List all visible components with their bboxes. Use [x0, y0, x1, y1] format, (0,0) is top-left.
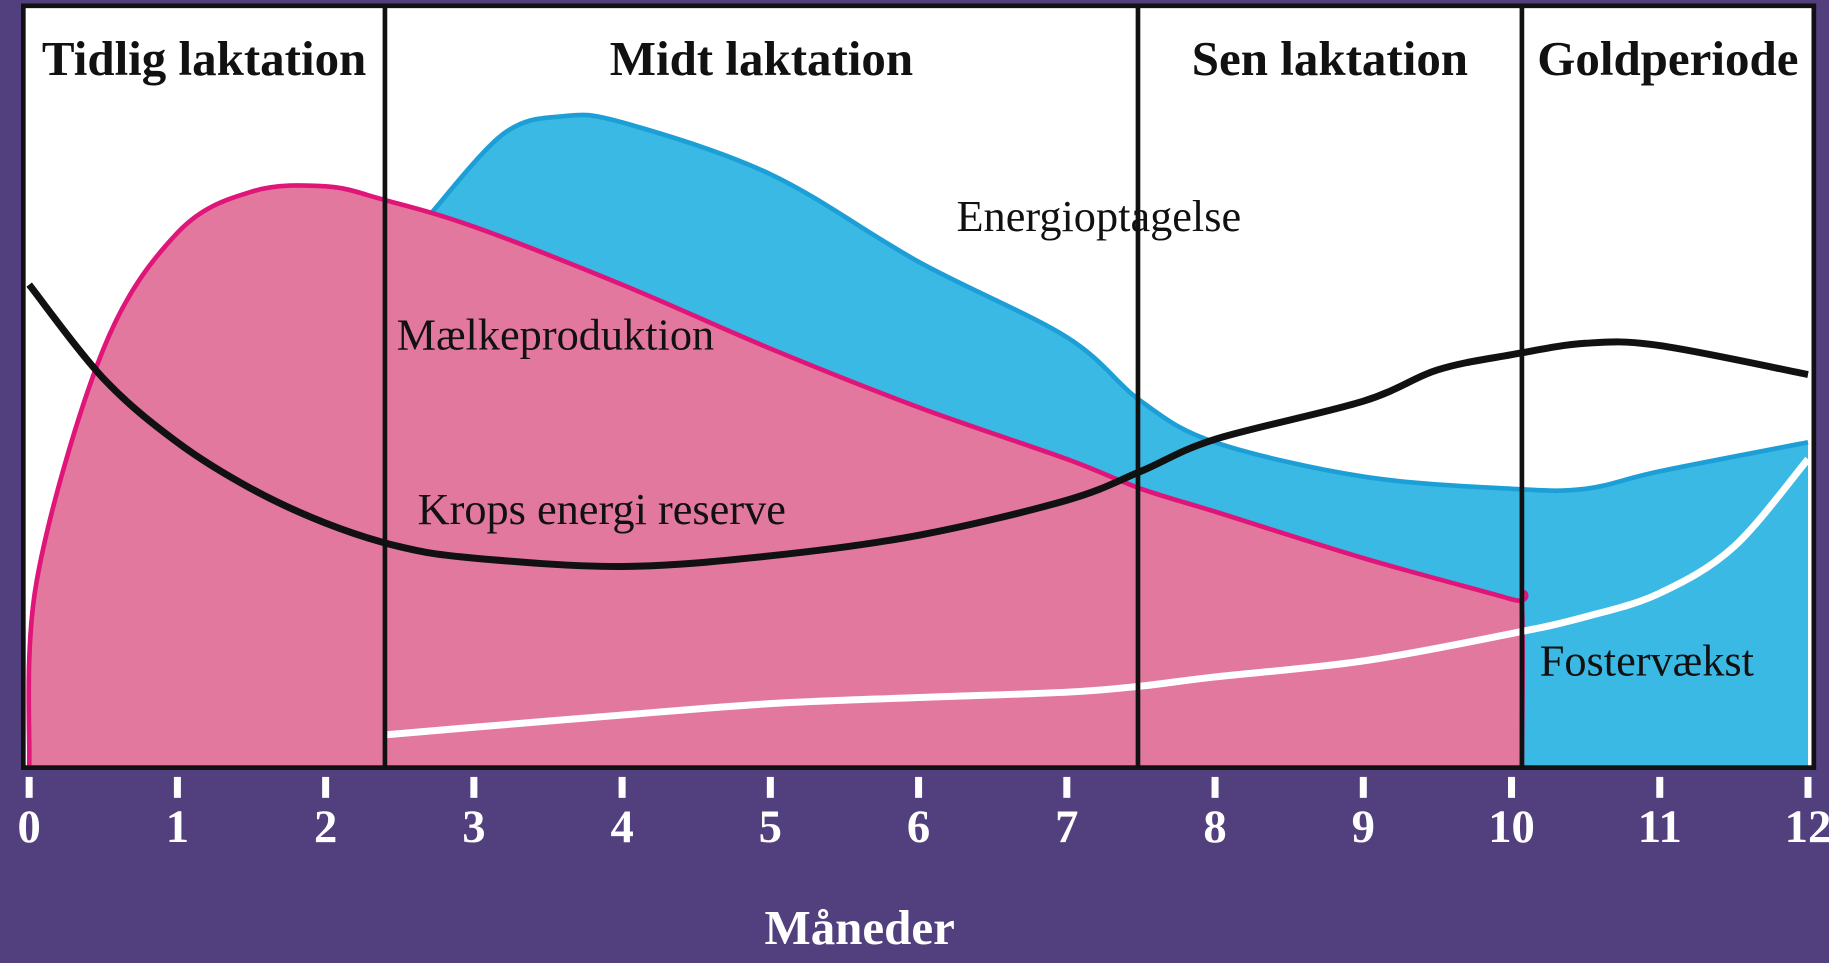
series-label: Fostervækst	[1540, 636, 1755, 685]
x-tick-label: 8	[1203, 801, 1226, 853]
x-tick-label: 5	[759, 801, 782, 853]
series-label: Krops energi reserve	[418, 485, 786, 534]
x-tick-label: 1	[166, 801, 189, 853]
x-tick-label: 0	[17, 801, 40, 853]
line	[26, 282, 1809, 570]
x-tick-label: 2	[314, 801, 337, 853]
x-tick-label: 3	[462, 801, 485, 853]
phase-label: Tidlig laktation	[42, 31, 366, 86]
x-tick-label: 4	[610, 801, 633, 853]
phase-label: Sen laktation	[1192, 31, 1468, 86]
x-tick-label: 11	[1638, 801, 1682, 853]
area-edge	[26, 183, 1529, 768]
x-tick-label: 6	[907, 801, 930, 853]
plot-border	[20, 3, 1817, 770]
x-axis-label: Måneder	[764, 900, 954, 955]
phase-label: Midt laktation	[610, 31, 913, 86]
marks	[26, 112, 1811, 768]
line	[384, 456, 1811, 739]
area-edge	[427, 112, 1809, 493]
x-tick-label: 10	[1488, 801, 1535, 853]
area	[28, 185, 1527, 768]
phase-label: Goldperiode	[1537, 31, 1798, 86]
series-label: Mælkeproduktion	[397, 311, 715, 360]
x-tick-label: 7	[1055, 801, 1078, 853]
series-label: Energioptagelse	[956, 192, 1241, 241]
x-tick-label: 9	[1352, 801, 1375, 853]
x-tick-label: 12	[1785, 801, 1829, 853]
